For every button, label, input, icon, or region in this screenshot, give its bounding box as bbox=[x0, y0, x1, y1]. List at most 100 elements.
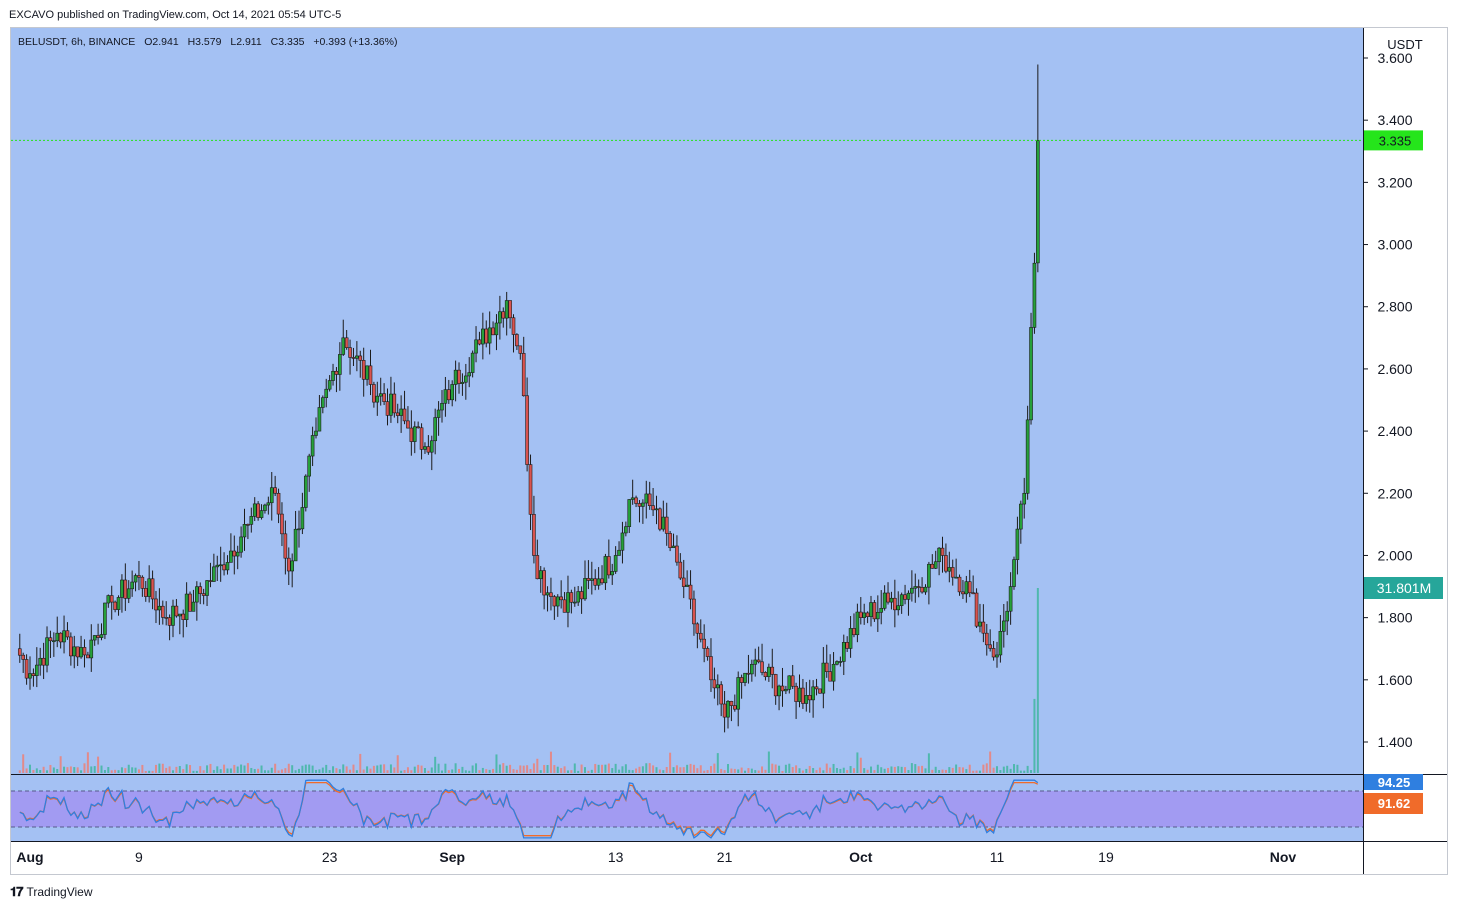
volume-bar bbox=[209, 763, 212, 773]
time-axis-label: 23 bbox=[322, 849, 338, 865]
candle-body bbox=[208, 580, 213, 582]
candle-body bbox=[341, 337, 346, 355]
volume-bar bbox=[189, 765, 192, 773]
volume-bar bbox=[403, 770, 406, 773]
volume-bar bbox=[849, 766, 852, 773]
candle-body bbox=[957, 576, 962, 593]
candle-body bbox=[923, 586, 928, 593]
volume-bar bbox=[488, 769, 491, 773]
volume-bar bbox=[46, 770, 49, 773]
candle-body bbox=[858, 611, 863, 618]
volume-bar bbox=[90, 766, 93, 773]
candle-body bbox=[869, 602, 873, 617]
candle-body bbox=[763, 672, 768, 678]
volume-bar bbox=[212, 769, 215, 773]
volume-bar bbox=[662, 770, 665, 773]
volume-bar bbox=[304, 764, 307, 773]
candle-body bbox=[678, 561, 683, 579]
volume-bar bbox=[297, 768, 300, 773]
volume-bar bbox=[315, 769, 318, 773]
volume-bar bbox=[631, 770, 634, 773]
candle-body bbox=[178, 613, 182, 617]
candle-body bbox=[310, 435, 315, 457]
candle-body bbox=[695, 623, 700, 634]
volume-bar bbox=[485, 769, 488, 773]
volume-bar bbox=[989, 751, 992, 773]
volume-bar bbox=[587, 770, 590, 773]
candle-body bbox=[474, 339, 478, 354]
volume-bar bbox=[97, 756, 100, 773]
candle-body bbox=[719, 684, 723, 705]
candle-body bbox=[688, 584, 693, 600]
candle-body bbox=[835, 661, 839, 665]
volume-bar bbox=[825, 763, 828, 773]
candle-body bbox=[954, 576, 958, 579]
volume-bar bbox=[93, 766, 96, 773]
volume-bar bbox=[754, 770, 757, 773]
volume-bar bbox=[246, 763, 249, 773]
volume-bar bbox=[515, 769, 518, 773]
rsi-k-label: 94.25 bbox=[1378, 775, 1411, 790]
candle-body bbox=[103, 602, 107, 635]
volume-bar bbox=[120, 767, 123, 773]
candle-body bbox=[1022, 492, 1027, 505]
volume-bar bbox=[611, 768, 614, 773]
candle-body bbox=[188, 593, 192, 612]
candle-body bbox=[21, 654, 25, 660]
volume-bar bbox=[890, 766, 893, 773]
volume-bar bbox=[614, 763, 617, 773]
time-axis-label: 13 bbox=[608, 849, 624, 865]
candle-body bbox=[790, 675, 795, 687]
candle-body bbox=[841, 642, 846, 662]
volume-bar bbox=[955, 764, 958, 773]
candle-body bbox=[910, 587, 914, 594]
candle-body bbox=[344, 337, 349, 348]
volume-bar bbox=[192, 770, 195, 773]
candle-body bbox=[205, 580, 209, 596]
candle-body bbox=[743, 672, 747, 683]
legend-open: O2.941 bbox=[144, 36, 179, 48]
candle-body bbox=[212, 566, 216, 582]
candle-body bbox=[804, 695, 809, 704]
volume-bar bbox=[761, 766, 764, 773]
candle-body bbox=[195, 586, 199, 603]
volume-bar bbox=[975, 770, 978, 773]
volume-bar bbox=[716, 753, 719, 773]
volume-bar bbox=[1036, 588, 1039, 773]
volume-bar bbox=[648, 763, 651, 773]
volume-bar bbox=[703, 770, 706, 773]
volume-bar bbox=[444, 763, 447, 773]
candle-body bbox=[65, 630, 70, 638]
last-price-label: 3.335 bbox=[1379, 133, 1412, 148]
candle-body bbox=[443, 389, 448, 404]
candle-body bbox=[930, 563, 935, 569]
volume-bar bbox=[39, 770, 42, 773]
volume-bar bbox=[658, 769, 661, 773]
candle-body bbox=[538, 570, 543, 580]
candle-body bbox=[596, 578, 601, 586]
candle-body bbox=[889, 597, 894, 603]
volume-bar bbox=[771, 763, 774, 773]
candle-body bbox=[467, 372, 472, 377]
volume-bar bbox=[897, 766, 900, 773]
volume-bars bbox=[18, 588, 1039, 773]
candle-body bbox=[99, 634, 104, 638]
candle-body bbox=[838, 661, 843, 663]
candle-body bbox=[17, 648, 22, 656]
volume-bar bbox=[76, 767, 79, 773]
candle-body bbox=[75, 646, 80, 658]
candle-body bbox=[624, 526, 628, 534]
volume-bar bbox=[359, 753, 362, 773]
candle-body bbox=[283, 533, 288, 559]
candle-body bbox=[862, 612, 866, 618]
volume-bar bbox=[665, 767, 668, 773]
candle-body bbox=[28, 673, 32, 679]
volume-bar bbox=[747, 768, 750, 773]
candle-body bbox=[654, 508, 659, 511]
candle-body bbox=[389, 393, 393, 416]
volume-bar bbox=[733, 768, 736, 773]
candle-body bbox=[48, 637, 53, 642]
volume-bar bbox=[1002, 766, 1005, 773]
candle-body bbox=[750, 663, 754, 675]
